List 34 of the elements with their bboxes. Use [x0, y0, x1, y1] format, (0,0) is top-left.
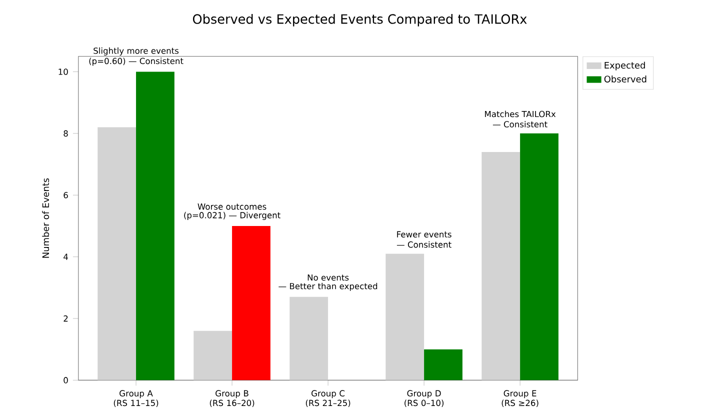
- annotation: Worse outcomes: [198, 204, 266, 210]
- x-tick-label: Group C (RS 21–25): [306, 390, 350, 408]
- y-tick-label: 4: [64, 254, 68, 260]
- annotation: (p=0.021) — Divergent: [184, 212, 280, 220]
- x-tick-label: Group B (RS 16–20): [210, 390, 254, 408]
- y-axis-title: Number of Events: [42, 178, 50, 258]
- bar: [424, 349, 462, 380]
- x-tick-label: Group E (RS ≥26): [502, 390, 538, 408]
- text: Slightly more events: [94, 48, 179, 56]
- bar: [482, 152, 520, 380]
- legend-label: Expected: [604, 62, 645, 70]
- annotation: (p=0.60) — Consistent: [89, 58, 184, 66]
- y-tick-label: 2: [64, 316, 68, 322]
- annotation: No events: [308, 274, 349, 281]
- legend-label: Observed: [604, 76, 646, 83]
- y-tick-label: 8: [64, 130, 68, 137]
- bar: [136, 72, 174, 380]
- bar: [232, 226, 270, 380]
- annotation: — Better than expected: [278, 282, 378, 292]
- bar: [290, 297, 328, 380]
- annotation: Matches TAILORx: [485, 110, 556, 118]
- bar: [386, 254, 424, 380]
- annotation: — Consistent: [492, 121, 548, 128]
- annotation: — Consistent: [396, 241, 452, 248]
- bar: [520, 134, 558, 380]
- bar: [98, 127, 136, 380]
- annotation: Fewer events: [397, 231, 452, 238]
- chart-title: Observed vs Expected Events Compared to TAILORx: [192, 14, 527, 26]
- y-tick-label: 6: [64, 192, 68, 198]
- y-tick-label: 10: [58, 68, 68, 76]
- x-tick-label: Group A (RS 11–15): [114, 390, 158, 408]
- x-tick-label: Group D (RS 0–10): [404, 390, 444, 408]
- y-tick-label: 0: [64, 377, 68, 384]
- bar: [194, 330, 232, 380]
